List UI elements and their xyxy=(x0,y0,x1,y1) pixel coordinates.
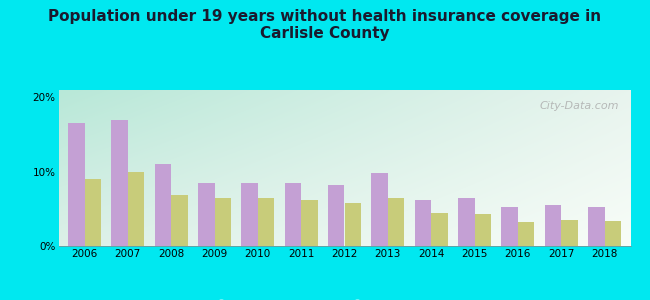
Bar xyxy=(198,183,214,246)
Bar xyxy=(388,198,404,246)
Bar xyxy=(458,198,474,246)
Bar xyxy=(68,123,84,246)
Bar xyxy=(301,200,318,246)
Bar xyxy=(258,199,274,246)
Text: City-Data.com: City-Data.com xyxy=(540,101,619,111)
Bar xyxy=(545,205,561,246)
Bar xyxy=(344,203,361,246)
Bar xyxy=(84,179,101,246)
Bar xyxy=(415,200,431,246)
Bar xyxy=(328,185,344,246)
Bar xyxy=(155,164,171,246)
Bar xyxy=(604,221,621,246)
Bar xyxy=(171,196,188,246)
Legend: Carlisle County, Kentucky average: Carlisle County, Kentucky average xyxy=(205,296,484,300)
Bar xyxy=(371,173,388,246)
Bar xyxy=(474,214,491,246)
Bar xyxy=(111,120,128,246)
Bar xyxy=(588,207,604,246)
Text: Population under 19 years without health insurance coverage in
Carlisle County: Population under 19 years without health… xyxy=(49,9,601,41)
Bar xyxy=(431,213,448,246)
Bar xyxy=(518,222,534,246)
Bar xyxy=(561,220,578,246)
Bar xyxy=(241,183,258,246)
Bar xyxy=(214,198,231,246)
Bar xyxy=(128,172,144,246)
Bar xyxy=(285,183,301,246)
Bar xyxy=(501,207,518,246)
